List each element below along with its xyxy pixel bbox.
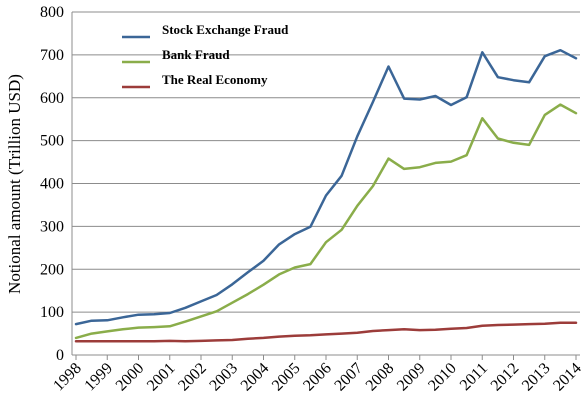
y-tick-labels: 0 100 200 300 400 500 600 700 800: [40, 4, 64, 364]
x-tick-label: 2002: [175, 360, 210, 395]
series-line-0: [74, 48, 578, 326]
x-tick-label: 2012: [488, 360, 523, 395]
series-lines: [74, 48, 578, 343]
x-tick-label: 2008: [363, 360, 398, 395]
gridlines: [72, 11, 580, 313]
y-tick-label: 500: [40, 133, 64, 150]
series-line-2: [74, 321, 578, 343]
legend-label-1: Bank Fraud: [162, 47, 230, 62]
y-tick-label: 700: [40, 47, 64, 64]
legend-label-0: Stock Exchange Fraud: [162, 22, 289, 37]
series-line-1: [74, 103, 578, 340]
y-axis-title: Notional amount (Trillion USD): [5, 74, 24, 294]
y-tick-label: 800: [40, 4, 64, 21]
x-tick-label: 2011: [457, 360, 491, 394]
x-tick-label: 2003: [206, 360, 241, 395]
y-tick-label: 0: [56, 347, 64, 364]
x-tick-label: 1999: [81, 360, 116, 395]
x-tick-label: 2006: [300, 360, 335, 395]
y-tick-label: 300: [40, 218, 64, 235]
y-tick-label: 100: [40, 304, 64, 321]
x-tick-label: 2001: [144, 360, 179, 395]
x-tick-label: 2005: [269, 360, 304, 395]
legend: Stock Exchange Fraud Bank Fraud The Real E…: [122, 22, 289, 89]
x-tick-label: 2007: [331, 360, 366, 395]
x-tick-label: 1998: [50, 360, 85, 395]
legend-label-2: The Real Economy: [162, 72, 268, 87]
x-tick-label: 2004: [238, 360, 273, 395]
y-tick-label: 600: [40, 90, 64, 107]
x-tick-label: 2013: [519, 360, 554, 395]
x-tick-label: 2009: [394, 360, 429, 395]
x-tick-label: 2000: [113, 360, 148, 395]
x-tick-labels: 1998199920002001200220032004200520062007…: [50, 355, 584, 394]
x-tick-label: 2010: [425, 360, 460, 395]
x-tick-label: 2014: [550, 360, 584, 395]
y-tick-label: 200: [40, 261, 64, 278]
y-tick-label: 400: [40, 176, 64, 193]
